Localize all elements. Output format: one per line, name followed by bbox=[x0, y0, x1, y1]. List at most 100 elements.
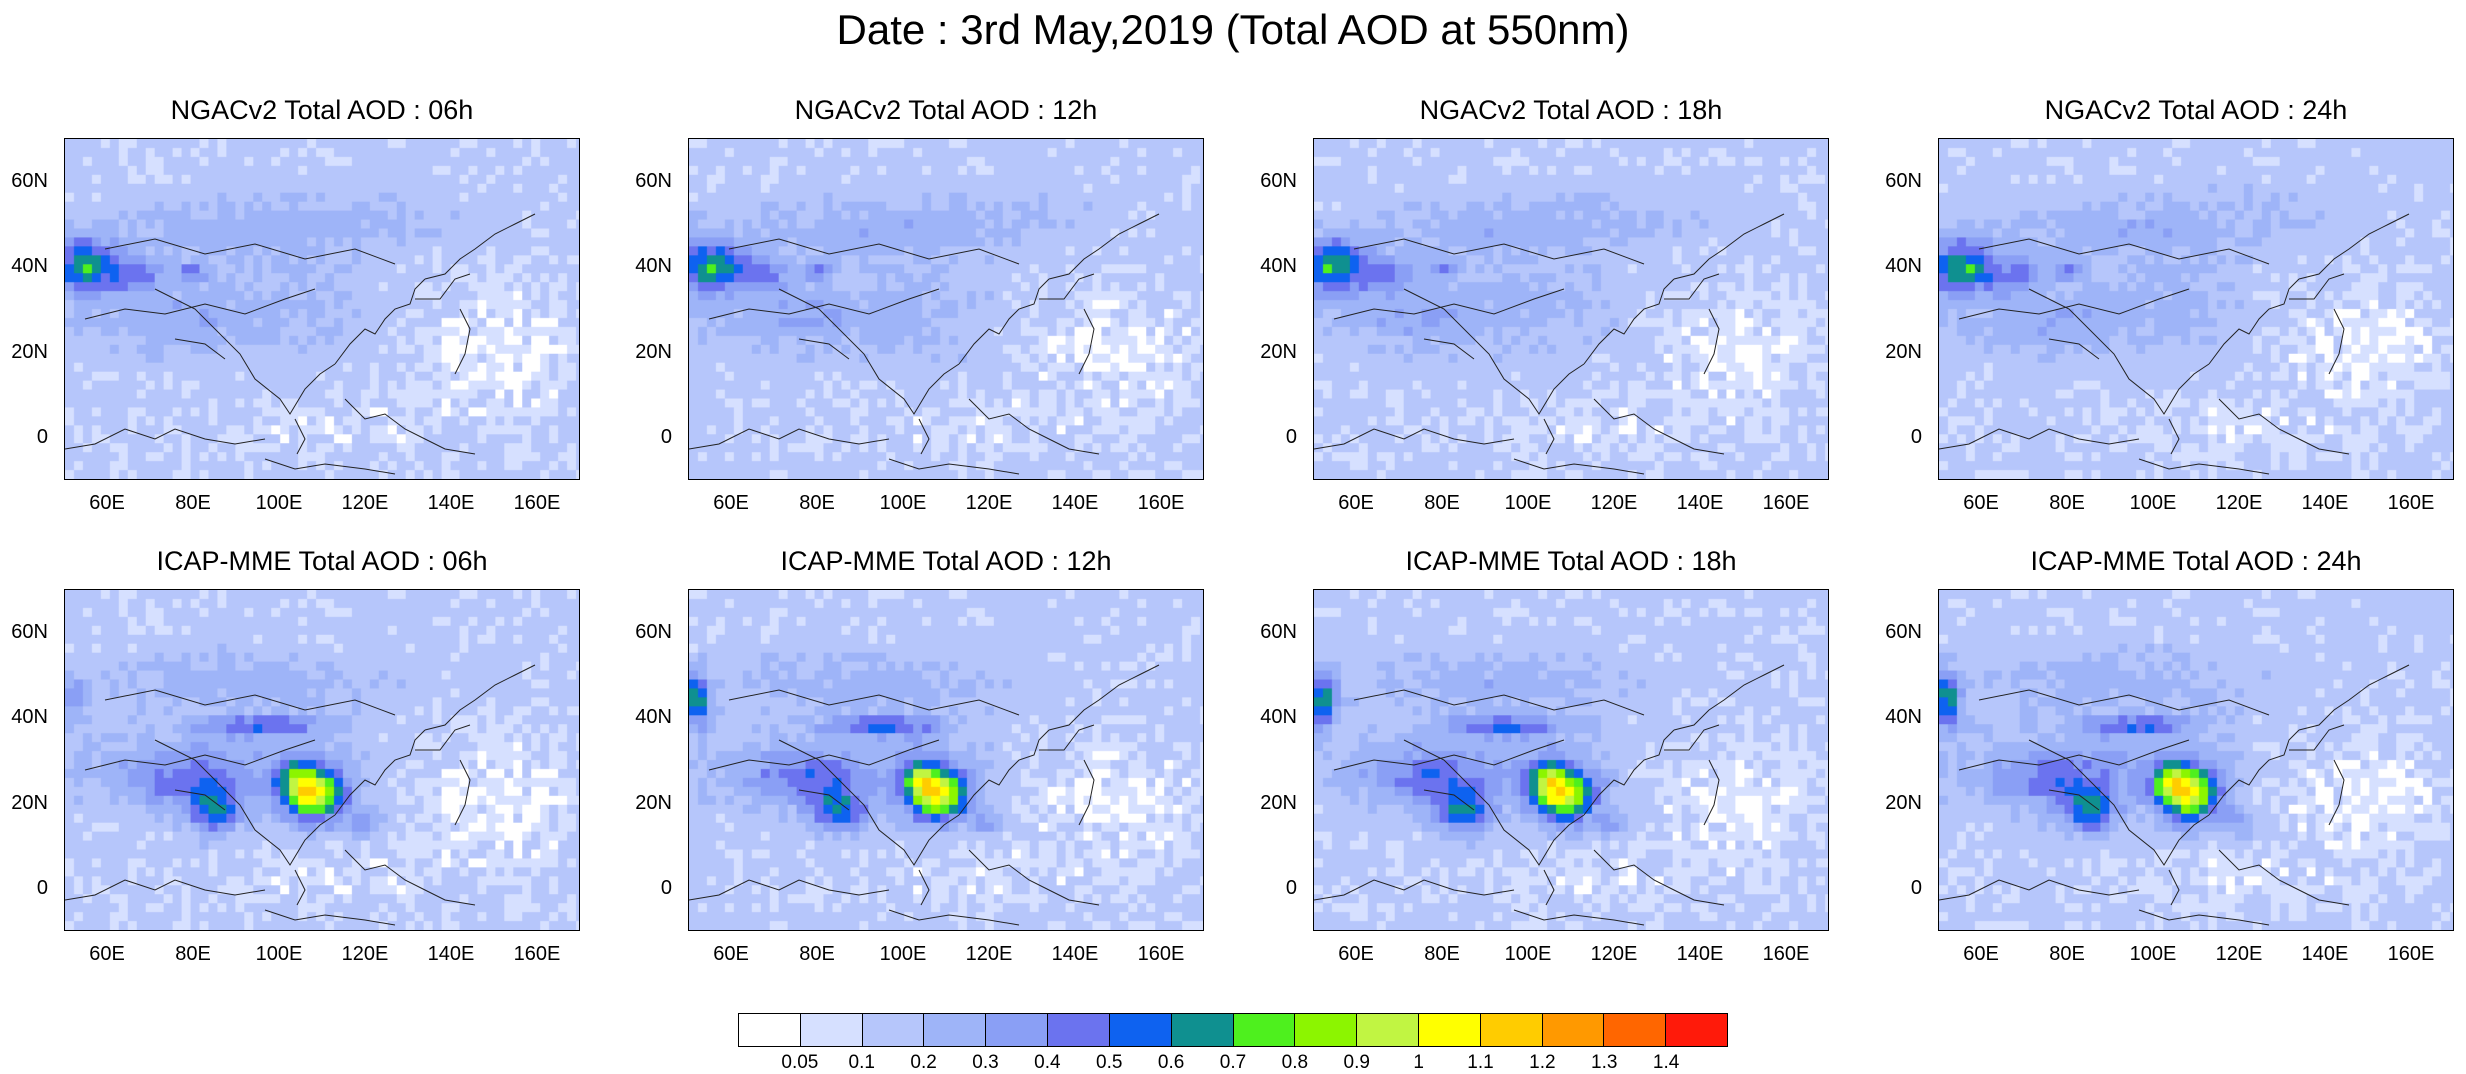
coastline bbox=[1939, 879, 2140, 901]
lon-tick-label: 60E bbox=[89, 943, 125, 965]
coastline bbox=[174, 338, 226, 360]
coastline bbox=[264, 458, 396, 475]
lon-tick-label: 80E bbox=[2049, 492, 2085, 514]
coastline bbox=[334, 729, 426, 816]
map-area bbox=[1313, 589, 1829, 931]
lon-tick-label: 160E bbox=[1137, 492, 1185, 514]
coastline bbox=[84, 288, 316, 320]
lat-tick-label: 40N bbox=[11, 706, 48, 729]
lat-tick-label: 0 bbox=[1285, 877, 1297, 900]
map-panel: ICAP-MME Total AOD : 12h 60N 40N 20N 0 60E 80E… bbox=[635, 546, 1204, 965]
coastline bbox=[2168, 418, 2180, 455]
coastline bbox=[728, 689, 1020, 716]
lat-tick-label: 20N bbox=[635, 340, 672, 363]
colorbar-swatch bbox=[1109, 1014, 1172, 1046]
lat-tick-label: 0 bbox=[660, 426, 672, 449]
coastline bbox=[2289, 273, 2345, 300]
coastline bbox=[1403, 288, 1585, 415]
coastline bbox=[2289, 724, 2345, 751]
coastline bbox=[968, 849, 1100, 906]
lon-tick-label: 160E bbox=[513, 492, 561, 514]
coastline bbox=[1314, 879, 1515, 901]
coastline bbox=[2048, 338, 2100, 360]
coastline bbox=[334, 278, 426, 365]
coastline bbox=[1664, 724, 1720, 751]
colorbar-swatch bbox=[924, 1014, 987, 1046]
coastline bbox=[689, 428, 890, 450]
coastline bbox=[65, 428, 266, 450]
colorbar-tick-label: 1 bbox=[1413, 1052, 1424, 1073]
lat-tick-label: 40N bbox=[1885, 255, 1922, 278]
panel-title: NGACv2 Total AOD : 24h bbox=[2044, 95, 2348, 125]
coastline bbox=[689, 879, 890, 901]
colorbar-tick-label: 1.2 bbox=[1529, 1052, 1556, 1073]
colorbar-tick-label: 0.6 bbox=[1157, 1052, 1185, 1073]
colorbar-swatch bbox=[1171, 1014, 1234, 1046]
lon-tick-label: 100E bbox=[1504, 943, 1552, 965]
colorbar-swatch bbox=[986, 1014, 1049, 1046]
coastline bbox=[2298, 213, 2410, 280]
colorbar-swatch bbox=[739, 1014, 801, 1046]
map-area bbox=[1313, 138, 1829, 480]
coastline bbox=[415, 724, 471, 751]
map-panel: ICAP-MME Total AOD : 06h 60N 40N 20N 0 60E 80E… bbox=[11, 546, 580, 965]
coastline bbox=[344, 849, 476, 906]
coastline bbox=[708, 288, 940, 320]
colorbar-tick-label: 1.1 bbox=[1467, 1052, 1494, 1073]
lon-tick-label: 60E bbox=[89, 492, 125, 514]
coastlines bbox=[1314, 213, 1785, 475]
colorbar-swatch bbox=[1048, 1014, 1110, 1046]
aod-field bbox=[1314, 590, 1828, 930]
map-panel: ICAP-MME Total AOD : 18h 60N 40N 20N 0 60E 80E… bbox=[1260, 546, 1829, 965]
coastline bbox=[454, 759, 471, 826]
lat-tick-label: 60N bbox=[1885, 620, 1922, 643]
lat-tick-label: 20N bbox=[1885, 340, 1922, 363]
lon-tick-label: 100E bbox=[1504, 492, 1552, 514]
coastlines bbox=[65, 213, 536, 475]
lon-tick-label: 60E bbox=[713, 492, 749, 514]
lon-tick-label: 140E bbox=[427, 943, 475, 965]
coastline bbox=[958, 278, 1050, 365]
lat-tick-label: 40N bbox=[11, 255, 48, 278]
lat-tick-label: 20N bbox=[1260, 340, 1297, 363]
colorbar-swatch bbox=[1357, 1014, 1419, 1046]
coastline bbox=[778, 739, 960, 866]
map-panel: NGACv2 Total AOD : 06h 60N 40N 20N 0 60E 80E 10… bbox=[11, 95, 580, 514]
coastline bbox=[888, 458, 1020, 475]
panel-title: ICAP-MME Total AOD : 06h bbox=[156, 546, 488, 576]
coastline bbox=[728, 238, 1020, 265]
colorbar-tick-label: 0.1 bbox=[848, 1052, 875, 1073]
lon-tick-label: 80E bbox=[799, 492, 835, 514]
map-panel: ICAP-MME Total AOD : 24h 60N 40N 20N 0 60E 80E… bbox=[1885, 546, 2454, 965]
lat-tick-label: 60N bbox=[1260, 620, 1297, 643]
colorbar-swatch bbox=[800, 1014, 863, 1046]
coastline bbox=[1673, 213, 1785, 280]
colorbar-swatch bbox=[1542, 1014, 1605, 1046]
coastlines bbox=[689, 664, 1160, 926]
lon-tick-label: 60E bbox=[713, 943, 749, 965]
colorbar-tick-label: 0.3 bbox=[972, 1052, 999, 1073]
map-area bbox=[64, 589, 580, 931]
lon-tick-label: 60E bbox=[1338, 943, 1374, 965]
coastline bbox=[1583, 729, 1675, 816]
coastline bbox=[2028, 739, 2210, 866]
colorbar bbox=[738, 1013, 1728, 1047]
lat-tick-label: 20N bbox=[1885, 791, 1922, 814]
lon-tick-label: 100E bbox=[879, 943, 927, 965]
coastline bbox=[918, 418, 930, 455]
lon-tick-label: 140E bbox=[1051, 492, 1099, 514]
lon-tick-label: 160E bbox=[1762, 492, 1810, 514]
coastline bbox=[708, 739, 940, 771]
coastline bbox=[154, 288, 336, 415]
colorbar-tick-label: 0.8 bbox=[1281, 1052, 1309, 1073]
map-area bbox=[688, 589, 1204, 931]
aod-field bbox=[65, 590, 579, 930]
coastline bbox=[104, 238, 396, 265]
lat-tick-label: 20N bbox=[635, 791, 672, 814]
lon-tick-label: 120E bbox=[1590, 492, 1638, 514]
coastline bbox=[1978, 238, 2270, 265]
lon-tick-label: 80E bbox=[175, 492, 211, 514]
coastline bbox=[1403, 739, 1585, 866]
map-area bbox=[688, 138, 1204, 480]
colorbar-swatch bbox=[1295, 1014, 1358, 1046]
